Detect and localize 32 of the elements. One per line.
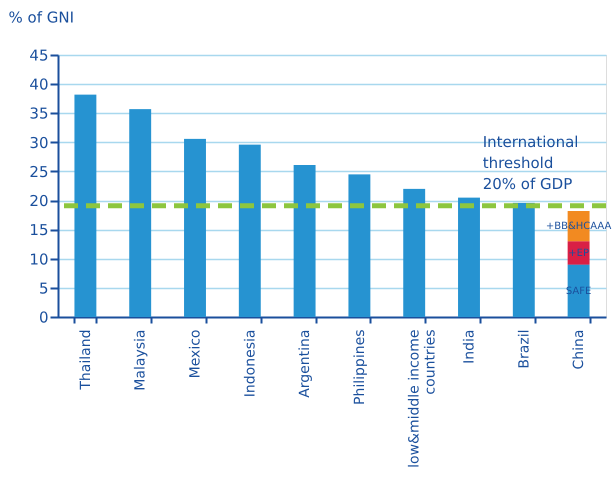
y-tick-label: 25 [29, 162, 48, 181]
x-tick-label: Mexico [188, 330, 204, 378]
y-tick-label: 10 [29, 250, 48, 268]
y-tick-label: 30 [29, 134, 48, 152]
y-tick-label: 20 [29, 192, 48, 210]
y-tick-label: 35 [29, 104, 48, 123]
x-tick-label: India [462, 330, 478, 364]
bar [348, 174, 370, 317]
series-label: +EP [568, 248, 589, 259]
bar [294, 165, 316, 317]
y-tick-label: 0 [38, 308, 48, 326]
y-tick-label: 40 [29, 76, 48, 94]
x-tick-label: Thailand [78, 330, 94, 391]
ref-line-label: International threshold 20% of GDP [482, 132, 578, 193]
x-tick-label: China [571, 330, 588, 370]
x-tick-label: Brazil [516, 330, 532, 369]
bar [74, 94, 96, 317]
bar [184, 138, 206, 317]
bar [403, 188, 426, 317]
x-tick-label: Malaysia [132, 330, 149, 391]
x-tick-label: Indonesia [242, 330, 258, 398]
x-tick-label: Argentina [297, 330, 314, 398]
x-tick-label: low&middle income countries [406, 330, 439, 468]
y-tick-label: 5 [38, 279, 48, 298]
bar [238, 144, 261, 317]
x-tick-label: Philippines [352, 330, 368, 405]
y-tick-label: 45 [29, 46, 48, 64]
y-axis-title: % of GNI [8, 8, 74, 26]
bar [458, 198, 480, 317]
bar [129, 109, 152, 317]
bar [512, 202, 535, 317]
y-tick-label: 15 [29, 221, 48, 240]
